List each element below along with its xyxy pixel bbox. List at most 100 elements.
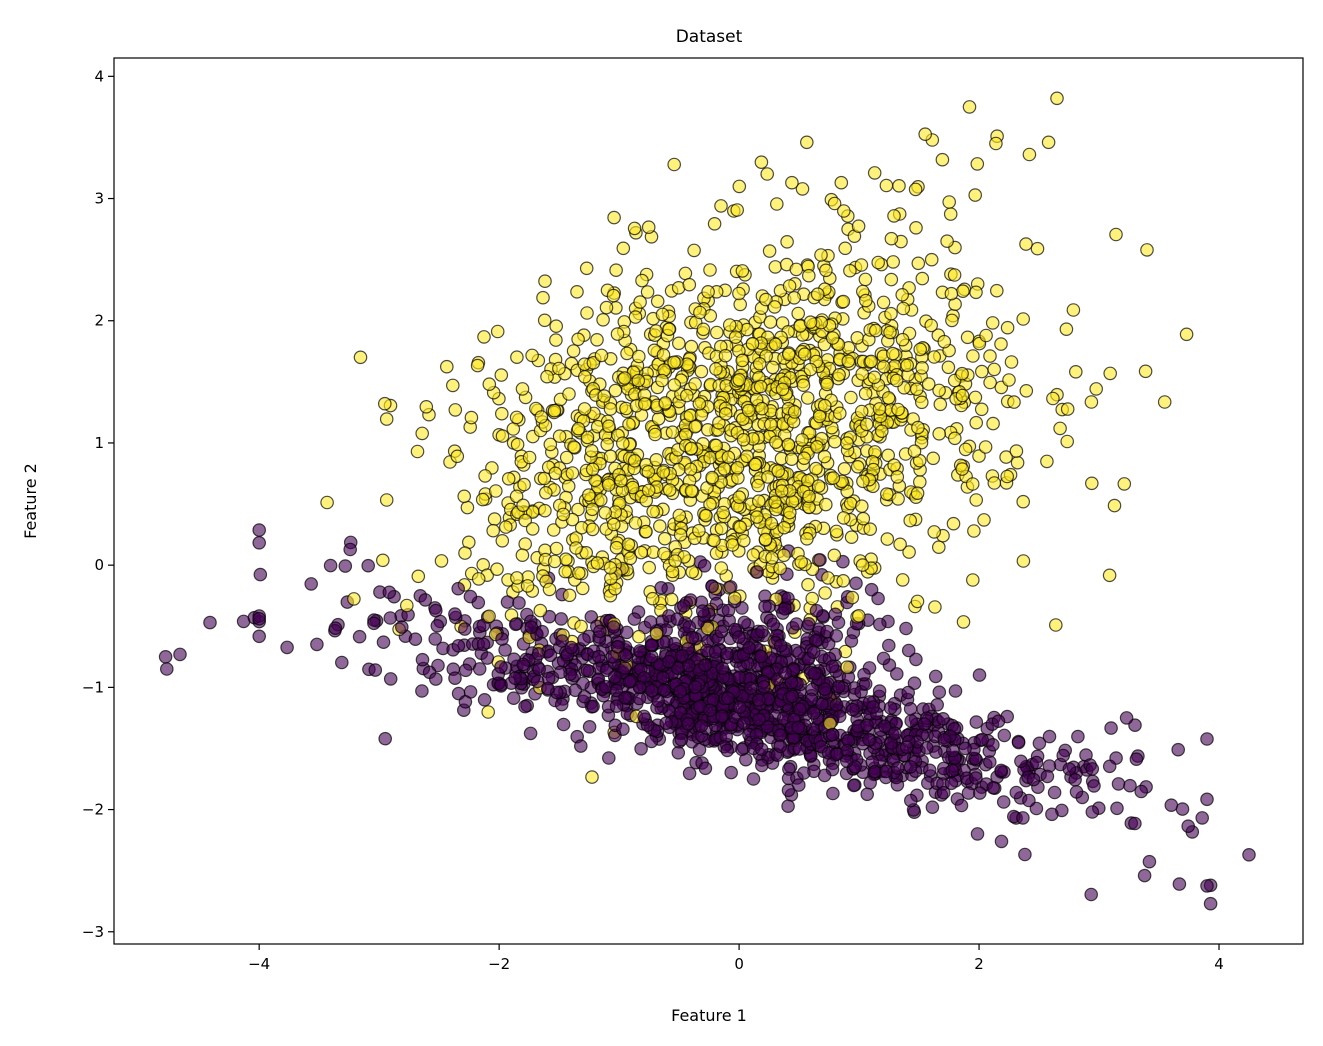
- point-class-0: [1011, 735, 1026, 750]
- point-class-1: [537, 313, 552, 328]
- point-class-1: [735, 353, 749, 368]
- point-class-1: [673, 527, 688, 542]
- point-class-1: [569, 541, 583, 555]
- point-class-1: [571, 332, 585, 347]
- point-class-1: [494, 368, 509, 382]
- point-class-1: [606, 288, 621, 303]
- point-class-1: [1053, 421, 1067, 436]
- point-class-0: [160, 662, 174, 676]
- point-class-0: [844, 634, 859, 648]
- point-class-1: [714, 561, 729, 575]
- point-class-0: [568, 683, 583, 698]
- point-class-1: [516, 498, 530, 513]
- point-class-0: [789, 617, 804, 631]
- point-class-1: [910, 594, 925, 609]
- x-tick-label: 2: [974, 955, 984, 973]
- point-class-1: [1109, 227, 1123, 242]
- point-class-0: [945, 763, 959, 778]
- point-class-1: [620, 346, 634, 361]
- point-class-0: [415, 684, 429, 698]
- point-class-0: [807, 666, 822, 681]
- y-axis-label: Feature 2: [21, 463, 40, 539]
- point-class-0: [681, 658, 696, 673]
- point-class-1: [741, 403, 756, 418]
- point-class-1: [1050, 91, 1064, 106]
- point-class-1: [641, 483, 656, 498]
- point-class-1: [799, 135, 814, 150]
- point-class-0: [531, 646, 546, 661]
- point-class-1: [509, 489, 524, 504]
- point-class-1: [837, 461, 852, 476]
- point-class-0: [732, 670, 747, 684]
- point-class-1: [755, 401, 769, 416]
- point-class-1: [320, 495, 334, 510]
- point-class-1: [736, 533, 751, 548]
- point-class-1: [1016, 554, 1031, 568]
- point-class-1: [631, 349, 646, 364]
- point-class-0: [944, 776, 959, 791]
- point-class-1: [603, 402, 618, 416]
- point-class-0: [508, 617, 523, 632]
- point-class-1: [577, 402, 592, 416]
- point-class-1: [703, 263, 717, 277]
- point-class-1: [607, 210, 621, 225]
- point-class-1: [701, 284, 715, 299]
- point-class-1: [687, 243, 701, 258]
- point-class-0: [737, 716, 751, 730]
- point-class-0: [991, 714, 1006, 728]
- point-class-0: [310, 637, 324, 652]
- point-class-1: [800, 391, 815, 405]
- point-class-0: [857, 667, 871, 682]
- point-class-1: [590, 556, 605, 570]
- point-class-1: [928, 600, 942, 614]
- point-class-0: [252, 523, 267, 537]
- point-class-0: [682, 766, 697, 781]
- point-class-1: [575, 581, 590, 596]
- point-class-0: [328, 621, 343, 635]
- point-class-1: [596, 312, 610, 327]
- point-class-0: [378, 731, 392, 746]
- point-class-0: [904, 714, 918, 728]
- point-class-1: [579, 261, 594, 276]
- point-class-0: [692, 742, 707, 757]
- point-class-1: [874, 424, 889, 438]
- point-class-1: [1089, 382, 1103, 396]
- point-class-1: [464, 410, 479, 425]
- point-class-1: [819, 263, 833, 278]
- point-class-1: [900, 358, 914, 373]
- point-class-1: [836, 573, 850, 588]
- point-class-1: [1049, 618, 1063, 632]
- point-class-1: [694, 364, 709, 379]
- point-class-1: [947, 431, 962, 446]
- point-class-0: [703, 703, 717, 718]
- point-class-0: [506, 691, 521, 705]
- point-class-0: [512, 596, 526, 610]
- point-class-1: [814, 248, 828, 262]
- point-class-1: [797, 451, 811, 465]
- point-class-0: [573, 739, 588, 753]
- point-class-0: [806, 645, 821, 659]
- point-class-0: [1175, 802, 1190, 816]
- point-class-0: [773, 728, 788, 742]
- point-class-0: [394, 620, 409, 634]
- point-class-0: [994, 834, 1009, 849]
- point-class-1: [639, 524, 653, 539]
- point-class-1: [843, 263, 857, 278]
- point-class-1: [533, 603, 548, 618]
- point-class-0: [791, 778, 806, 792]
- point-class-1: [978, 440, 993, 454]
- point-class-0: [958, 741, 972, 756]
- point-class-1: [510, 437, 525, 452]
- point-class-1: [490, 562, 504, 576]
- point-class-1: [379, 412, 394, 426]
- point-class-0: [382, 585, 397, 600]
- point-class-1: [838, 241, 852, 256]
- point-class-0: [1195, 811, 1209, 825]
- point-class-1: [902, 545, 916, 559]
- point-class-0: [901, 685, 915, 700]
- point-class-1: [844, 530, 859, 544]
- point-class-1: [832, 406, 847, 421]
- point-class-1: [657, 546, 671, 561]
- point-class-0: [986, 737, 1000, 752]
- point-class-1: [515, 548, 530, 562]
